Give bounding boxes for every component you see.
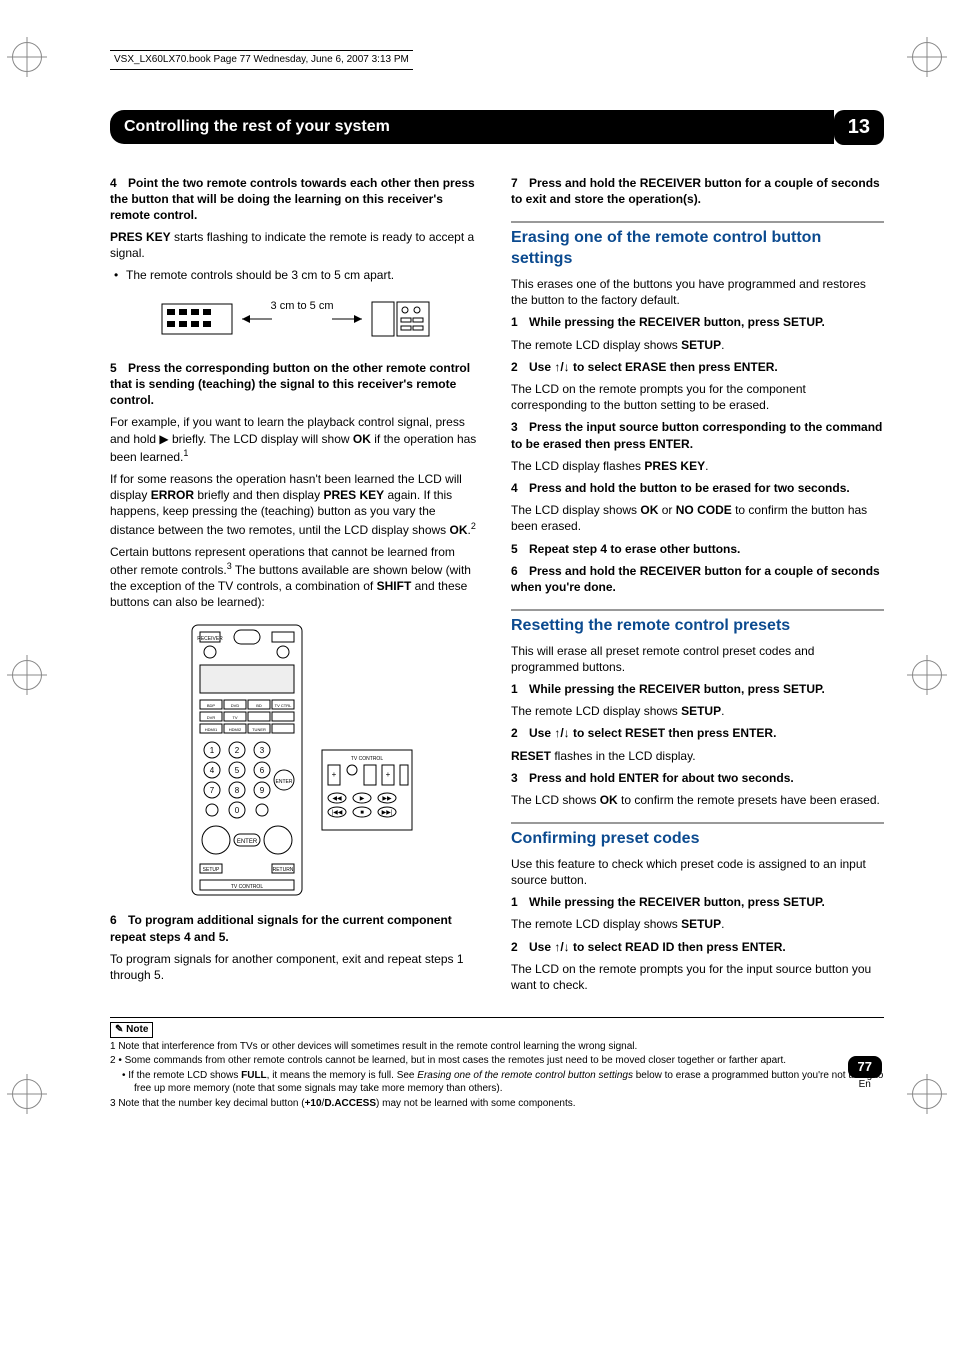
distance-label: 3 cm to 5 cm — [270, 300, 333, 312]
step-5-body-2: If for some reasons the operation hasn't… — [110, 471, 483, 538]
erasing-s5: 5Repeat step 4 to erase other buttons. — [511, 541, 884, 557]
confirm-s1: 1While pressing the RECEIVER button, pre… — [511, 894, 884, 910]
svg-text:2: 2 — [234, 746, 239, 755]
crop-mark-icon — [12, 42, 42, 72]
step-5-body-1: For example, if you want to learn the pl… — [110, 414, 483, 465]
svg-text:8: 8 — [234, 786, 239, 795]
erasing-s1: 1While pressing the RECEIVER button, pre… — [511, 314, 884, 330]
svg-text:9: 9 — [259, 786, 264, 795]
erasing-s2-body: The LCD on the remote prompts you for th… — [511, 381, 884, 413]
svg-text:SETUP: SETUP — [202, 867, 219, 873]
svg-text:4: 4 — [209, 766, 214, 775]
book-header: VSX_LX60LX70.book Page 77 Wednesday, Jun… — [110, 50, 413, 70]
svg-text:TV CONTROL: TV CONTROL — [230, 884, 262, 890]
confirm-s1-body: The remote LCD display shows SETUP. — [511, 916, 884, 932]
distance-icon: 3 cm to 5 cm — [157, 294, 437, 344]
svg-text:3: 3 — [259, 746, 264, 755]
erasing-s3: 3Press the input source button correspon… — [511, 419, 884, 451]
step-6-body: To program signals for another component… — [110, 951, 483, 983]
svg-text:TV: TV — [232, 715, 237, 720]
svg-text:ENTER: ENTER — [275, 779, 292, 785]
reset-s3: 3Press and hold ENTER for about two seco… — [511, 770, 884, 786]
svg-text:▶▶|: ▶▶| — [381, 810, 392, 816]
erasing-s4: 4Press and hold the button to be erased … — [511, 480, 884, 496]
confirming-intro: Use this feature to check which preset c… — [511, 856, 884, 888]
svg-text:0: 0 — [234, 806, 239, 815]
left-column: 4Point the two remote controls towards e… — [110, 175, 483, 1000]
svg-text:DVR: DVR — [206, 715, 215, 720]
svg-text:TUNER: TUNER — [252, 727, 266, 732]
svg-text:BD: BD — [256, 703, 262, 708]
erasing-intro: This erases one of the buttons you have … — [511, 276, 884, 308]
resetting-title: Resetting the remote control presets — [511, 609, 884, 637]
footnote-3: 3 Note that the number key decimal butto… — [110, 1097, 884, 1111]
crop-mark-icon — [12, 660, 42, 690]
step-4-heading: 4Point the two remote controls towards e… — [110, 175, 483, 224]
svg-text:6: 6 — [259, 766, 264, 775]
svg-text:1: 1 — [209, 746, 214, 755]
step-4-bullet: The remote controls should be 3 cm to 5 … — [110, 267, 483, 283]
reset-s1: 1While pressing the RECEIVER button, pre… — [511, 681, 884, 697]
confirm-s2-body: The LCD on the remote prompts you for th… — [511, 961, 884, 993]
svg-text:7: 7 — [209, 786, 214, 795]
crop-mark-icon — [12, 1079, 42, 1109]
svg-text:RETURN: RETURN — [272, 867, 293, 873]
right-column: 7Press and hold the RECEIVER button for … — [511, 175, 884, 1000]
step-7-heading: 7Press and hold the RECEIVER button for … — [511, 175, 884, 207]
reset-s1-body: The remote LCD display shows SETUP. — [511, 703, 884, 719]
chapter-bar: Controlling the rest of your system 13 — [110, 110, 884, 145]
svg-text:TV CTRL: TV CTRL — [274, 703, 291, 708]
crop-mark-icon — [912, 42, 942, 72]
svg-text:+: + — [385, 770, 390, 779]
svg-text:HDMI1: HDMI1 — [204, 727, 217, 732]
erasing-s6: 6Press and hold the RECEIVER button for … — [511, 563, 884, 595]
svg-text:DVD: DVD — [230, 703, 239, 708]
reset-s2-body: RESET flashes in the LCD display. — [511, 748, 884, 764]
page-number: 77 En — [848, 1056, 882, 1091]
svg-text:RECEIVER: RECEIVER — [197, 636, 223, 642]
svg-text:■: ■ — [360, 810, 364, 816]
reset-s3-body: The LCD shows OK to confirm the remote p… — [511, 792, 884, 808]
remote-icon: RECEIVER BDP DVD BD TV CTRL DVR TV — [172, 620, 422, 900]
reset-s2: 2Use ↑/↓ to select RESET then press ENTE… — [511, 725, 884, 741]
step-5-body-3: Certain buttons represent operations tha… — [110, 544, 483, 611]
erasing-s3-body: The LCD display flashes PRES KEY. — [511, 458, 884, 474]
svg-text:HDMI2: HDMI2 — [228, 727, 241, 732]
svg-text:▶: ▶ — [359, 796, 364, 802]
step-5-heading: 5Press the corresponding button on the o… — [110, 360, 483, 409]
svg-text:◀◀: ◀◀ — [332, 796, 342, 802]
remote-layout-diagram: RECEIVER BDP DVD BD TV CTRL DVR TV — [110, 620, 483, 900]
footnote-2a: 2 • Some commands from other remote cont… — [110, 1054, 884, 1068]
resetting-intro: This will erase all preset remote contro… — [511, 643, 884, 675]
erasing-s2: 2Use ↑/↓ to select ERASE then press ENTE… — [511, 359, 884, 375]
remote-distance-diagram: 3 cm to 5 cm — [110, 294, 483, 348]
confirm-s2: 2Use ↑/↓ to select READ ID then press EN… — [511, 939, 884, 955]
svg-text:+: + — [331, 770, 336, 779]
manual-page: VSX_LX60LX70.book Page 77 Wednesday, Jun… — [0, 0, 954, 1151]
crop-mark-icon — [912, 660, 942, 690]
note-label: Note — [110, 1022, 153, 1038]
chapter-number: 13 — [834, 110, 884, 145]
erasing-s1-body: The remote LCD display shows SETUP. — [511, 337, 884, 353]
step-4-body: PRES KEY starts flashing to indicate the… — [110, 229, 483, 261]
chapter-title: Controlling the rest of your system — [110, 110, 834, 144]
step-6-heading: 6To program additional signals for the c… — [110, 912, 483, 944]
footnotes: Note 1 Note that interference from TVs o… — [110, 1017, 884, 1110]
two-column-layout: 4Point the two remote controls towards e… — [110, 175, 884, 1000]
svg-text:BDP: BDP — [206, 703, 215, 708]
confirming-title: Confirming preset codes — [511, 822, 884, 850]
svg-text:▶▶: ▶▶ — [382, 796, 392, 802]
svg-text:5: 5 — [234, 766, 239, 775]
svg-text:TV CONTROL: TV CONTROL — [350, 756, 382, 762]
erasing-s4-body: The LCD display shows OK or NO CODE to c… — [511, 502, 884, 534]
footnote-1: 1 Note that interference from TVs or oth… — [110, 1040, 884, 1054]
svg-text:|◀◀: |◀◀ — [331, 810, 342, 816]
erasing-title: Erasing one of the remote control button… — [511, 221, 884, 270]
footnote-2b: • If the remote LCD shows FULL, it means… — [110, 1069, 884, 1096]
crop-mark-icon — [912, 1079, 942, 1109]
svg-text:ENTER: ENTER — [236, 839, 257, 845]
